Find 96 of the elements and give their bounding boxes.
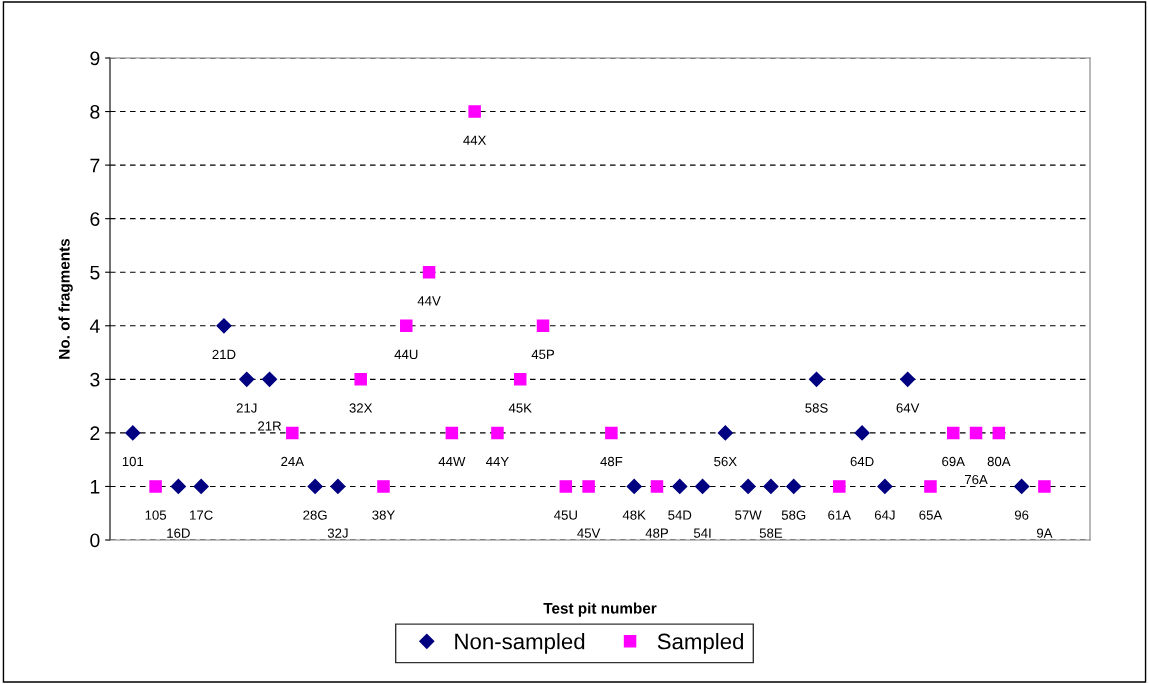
y-tick-label: 8 bbox=[90, 105, 100, 119]
x-tick-label: 45V bbox=[577, 528, 601, 538]
point bbox=[1014, 478, 1030, 495]
y-tick-label: 5 bbox=[90, 265, 100, 280]
x-tick-label: 48K bbox=[622, 510, 646, 520]
point bbox=[261, 371, 278, 387]
point bbox=[468, 105, 481, 118]
x-tick-label: 64J bbox=[874, 510, 895, 520]
x-tick-label: 56X bbox=[714, 456, 737, 467]
point bbox=[307, 478, 323, 495]
x-tick-label: 21R bbox=[258, 421, 282, 431]
point bbox=[833, 480, 846, 493]
x-tick-label: 44Y bbox=[486, 456, 509, 467]
x-tick-label: 54I bbox=[693, 528, 711, 538]
point bbox=[763, 478, 779, 495]
point bbox=[536, 319, 550, 333]
x-tick-label: 76A bbox=[964, 474, 988, 485]
point bbox=[947, 426, 960, 440]
point bbox=[400, 319, 413, 333]
point bbox=[330, 478, 346, 495]
point bbox=[582, 480, 595, 493]
y-tick-label: 1 bbox=[90, 480, 100, 494]
point bbox=[900, 371, 916, 387]
x-tick-label: 61A bbox=[828, 510, 852, 520]
legend-label: Sampled bbox=[657, 633, 743, 654]
x-tick-label: 9A bbox=[1036, 528, 1053, 538]
point bbox=[877, 478, 893, 495]
point bbox=[740, 478, 756, 495]
point bbox=[559, 480, 573, 493]
point bbox=[786, 478, 802, 495]
point bbox=[170, 478, 186, 495]
point bbox=[286, 426, 299, 440]
point bbox=[605, 426, 618, 440]
x-tick-label: 32X bbox=[349, 403, 373, 413]
point bbox=[717, 425, 733, 441]
x-tick-label: 58G bbox=[781, 510, 806, 520]
point bbox=[491, 426, 504, 440]
x-tick-label: 44V bbox=[417, 296, 441, 306]
x-tick-label: 45K bbox=[508, 403, 532, 413]
x-tick-label: 38Y bbox=[372, 510, 395, 520]
point bbox=[422, 265, 436, 279]
x-tick-label: 54D bbox=[668, 510, 692, 520]
point bbox=[354, 373, 367, 386]
x-tick-label: 57W bbox=[735, 510, 762, 520]
point bbox=[924, 480, 937, 493]
point bbox=[650, 480, 664, 493]
y-tick-label: 6 bbox=[90, 212, 100, 226]
point bbox=[125, 425, 141, 441]
y-axis-title: No. of fragments bbox=[58, 238, 73, 359]
x-tick-label: 44U bbox=[394, 349, 418, 360]
y-tick-label: 2 bbox=[90, 426, 100, 440]
point bbox=[193, 478, 209, 495]
x-tick-label: 101 bbox=[122, 456, 144, 467]
x-tick-label: 32J bbox=[327, 528, 348, 538]
x-tick-label: 21D bbox=[212, 349, 236, 359]
x-tick-label: 16D bbox=[167, 528, 190, 538]
y-tick-label: 4 bbox=[89, 319, 100, 333]
point bbox=[216, 318, 232, 334]
x-tick-label: 48P bbox=[645, 528, 669, 538]
x-tick-label: 58S bbox=[805, 403, 828, 413]
x-tick-label: 28G bbox=[303, 510, 327, 520]
x-axis-title: Test pit number bbox=[543, 602, 657, 617]
x-tick-label: 45U bbox=[554, 510, 577, 520]
point bbox=[445, 426, 459, 440]
y-tick-label: 7 bbox=[90, 158, 100, 173]
point bbox=[854, 425, 870, 441]
point bbox=[672, 478, 688, 495]
x-tick-label: 58E bbox=[759, 528, 783, 538]
point bbox=[626, 478, 642, 495]
point bbox=[149, 480, 162, 493]
x-tick-label: 96 bbox=[1014, 510, 1029, 520]
x-tick-label: 80A bbox=[987, 456, 1011, 467]
y-tick-label: 3 bbox=[90, 372, 100, 387]
x-tick-label: 21J bbox=[236, 403, 257, 413]
point bbox=[992, 426, 1006, 440]
x-tick-label: 64V bbox=[896, 403, 920, 413]
x-tick-label: 44X bbox=[463, 135, 487, 145]
point bbox=[694, 478, 711, 495]
x-tick-label: 48F bbox=[600, 456, 623, 467]
point bbox=[808, 371, 825, 387]
y-tick-label: 9 bbox=[90, 51, 100, 66]
x-tick-label: 45P bbox=[531, 349, 555, 360]
y-tick-label: 0 bbox=[90, 533, 100, 548]
x-tick-label: 17C bbox=[190, 510, 213, 520]
point bbox=[377, 480, 390, 493]
x-tick-label: 69A bbox=[942, 456, 965, 467]
point bbox=[1038, 480, 1051, 493]
x-tick-label: 44W bbox=[438, 456, 466, 467]
x-tick-label: 65A bbox=[919, 510, 943, 520]
point bbox=[239, 371, 255, 387]
point bbox=[513, 373, 527, 386]
legend-label: Non-sampled bbox=[455, 633, 585, 654]
x-tick-label: 105 bbox=[145, 510, 167, 520]
x-tick-label: 24A bbox=[281, 456, 305, 467]
x-tick-label: 64D bbox=[850, 456, 874, 467]
point bbox=[969, 426, 983, 440]
